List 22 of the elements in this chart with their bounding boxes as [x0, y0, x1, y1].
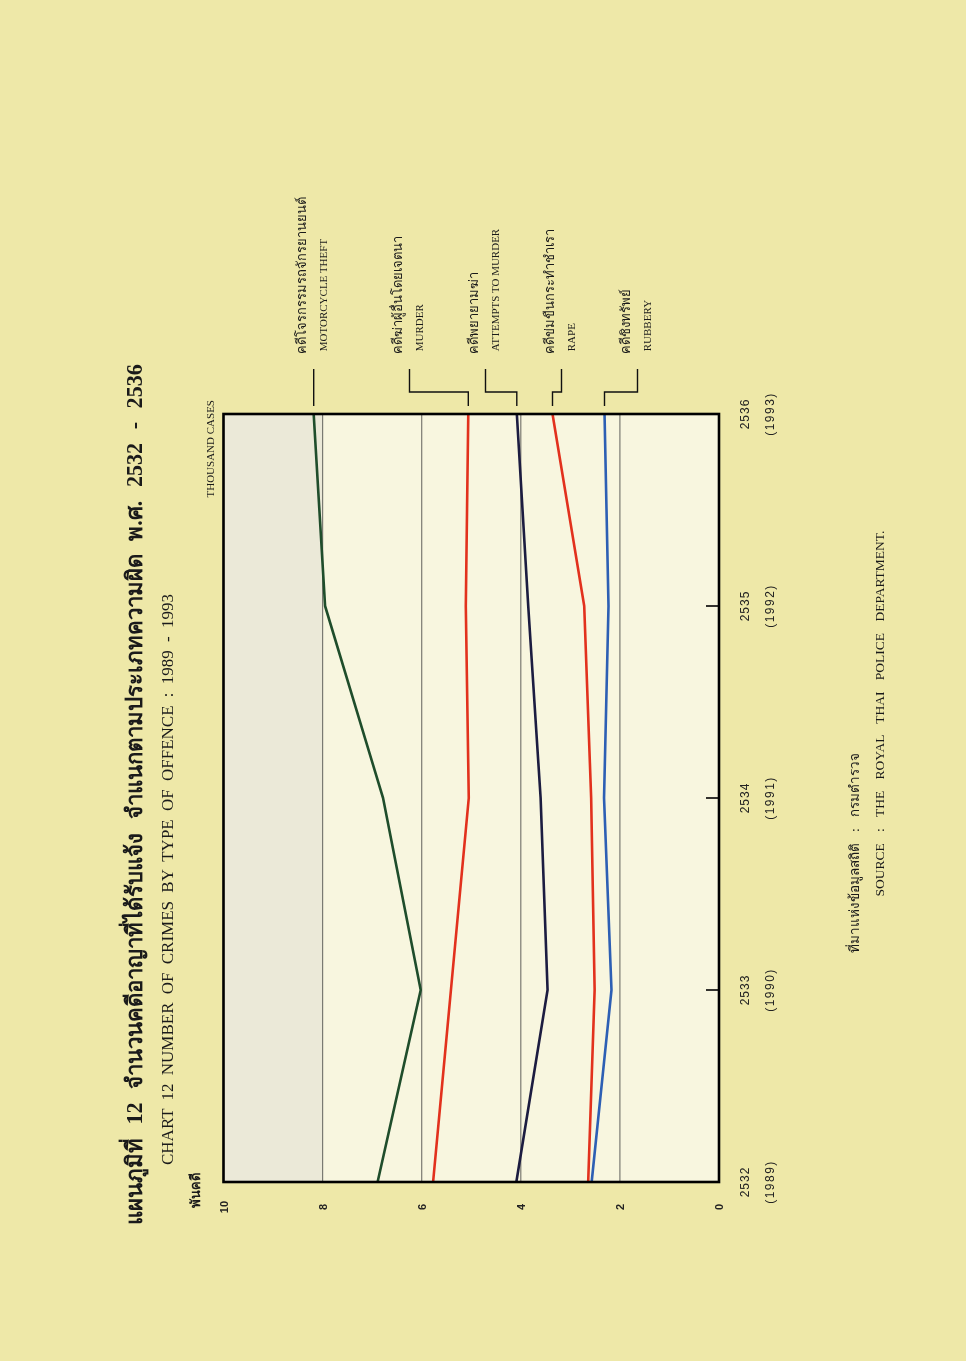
source-note: SOURCE : THE ROYAL THAI POLICE DEPARTMENT. — [872, 530, 887, 897]
text: ที่มาแห่งข้อมูลสถิติ : กรมตำรวจ — [845, 752, 863, 954]
x-tick-label: 2 — [613, 1203, 626, 1211]
y-tick-label: 2533 (1990) — [738, 968, 777, 1012]
x-tick-label: 8 — [316, 1203, 329, 1211]
x-tick-label: 4 — [514, 1203, 527, 1211]
text: THOUSAND CASES — [204, 400, 216, 498]
x-tick-label: 10 — [217, 1200, 230, 1214]
text: คดีพยายามฆ่า ATTEMPTS TO MURDER — [465, 228, 501, 354]
x-tick-label: 0 — [713, 1203, 725, 1211]
text: CHART 12 NUMBER OF CRIMES BY TYPE OF OFFENCE : 1989 - 1993 — [158, 594, 177, 1165]
text: คดีฆ่าผู้อื่นโดยเจตนา MURDER — [388, 236, 425, 354]
y-tick-label: 2536 (1993) — [738, 392, 777, 436]
y-tick-label: 2534 (1991) — [738, 776, 777, 820]
text: แผนภูมิที่ 12 จำนวนคดีอาญาที่ได้รับแจ้ง จำแนกตามประเภทความผิด พ.ศ. 2532 - 2536 — [118, 364, 149, 1225]
text: คดีโจรกรรมรถจักรยานยนต์ MOTORCYCLE THEFT — [293, 197, 329, 354]
y-tick-label: 2535 (1992) — [738, 584, 777, 628]
text: พันคดี — [188, 1172, 203, 1208]
text: คดีข่มขืนกระทำชำเรา RAPE — [541, 229, 577, 354]
y-tick-label: 2532 (1989) — [738, 1160, 777, 1204]
x-tick-label: 6 — [415, 1203, 428, 1211]
text: คดีชิงทรัพย์ RUBBERY — [617, 289, 653, 354]
